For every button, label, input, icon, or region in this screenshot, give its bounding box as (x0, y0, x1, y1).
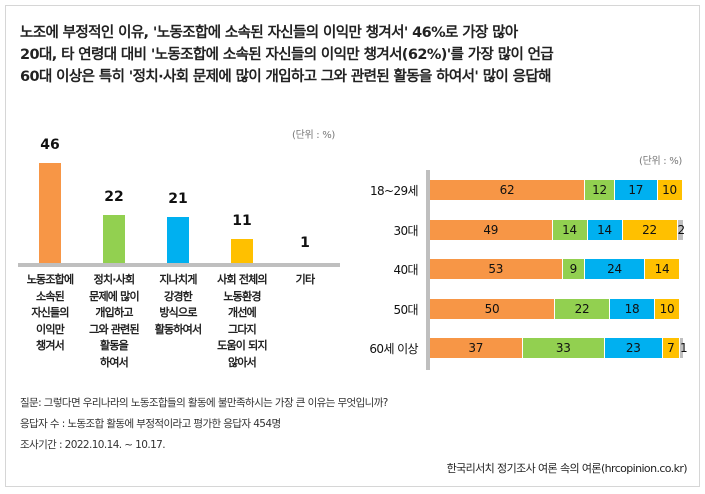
category-label-line: 기타 (295, 273, 315, 286)
category-label: 60세 이상 (369, 342, 418, 356)
data-label: 22 (104, 189, 124, 206)
data-label: 21 (168, 191, 188, 208)
category-label-line: 활동하여서 (154, 322, 202, 336)
headline-line-3: 60대 이상은 특히 '정치·사회 문제에 많이 개입하고 그와 관련된 활동을… (20, 69, 551, 85)
bar-segment: 33 (522, 338, 605, 358)
category-label-line: 하여서 (100, 355, 129, 369)
respondent-count: 응답자 수 : 노동조합 활동에 부정적이라고 평가한 응답자 454명 (20, 418, 281, 430)
category-label-line: 개선에 (228, 306, 257, 319)
bar-segment: 10 (657, 180, 683, 200)
category-label-line: 도움이 되지 (217, 339, 267, 352)
bar-segment: 14 (645, 259, 680, 279)
bar-segment: 18 (610, 299, 655, 319)
category-label-line: 활동을 (100, 339, 129, 352)
bar (39, 163, 61, 263)
category-label-line: 방식으로 (159, 306, 197, 319)
data-label: 46 (40, 137, 60, 153)
bar-segment: 53 (430, 259, 563, 279)
bar-segment: 22 (555, 299, 610, 319)
data-label: 11 (232, 213, 252, 230)
category-label-line: 정치·사회 (93, 273, 135, 286)
category-label-line: 지나치게 (159, 273, 197, 286)
headline: 노조에 부정적인 이유, '노동조합에 소속된 자신들의 이익만 챙겨서' 46… (20, 22, 554, 88)
card-frame (5, 5, 700, 487)
data-label: 1 (300, 234, 310, 251)
bar-segment: 14 (587, 220, 623, 240)
bar-segment: 2 (677, 220, 685, 240)
bar (231, 239, 253, 263)
bar-segment: 24 (585, 259, 645, 279)
category-label: 기타 (273, 272, 337, 289)
x-axis-line (18, 263, 340, 267)
bar-segment: 17 (615, 180, 658, 200)
bar-segment: 22 (622, 220, 678, 240)
bar (103, 215, 125, 263)
right-unit-label: (단위 : %) (639, 156, 683, 167)
bar-segment: 7 (662, 338, 680, 358)
category-label: 18~29세 (369, 184, 419, 198)
bar-segment: 12 (585, 180, 615, 200)
headline-line-1: 노조에 부정적인 이유, '노동조합에 소속된 자신들의 이익만 챙겨서' 46… (20, 25, 518, 41)
category-label: 30대 (393, 224, 418, 238)
bar-segment: 10 (655, 299, 680, 319)
headline-line-2: 20대, 타 연령대 대비 '노동조합에 소속된 자신들의 이익만 챙겨서(62… (20, 47, 554, 63)
category-label-line: 사회 전체의 (217, 273, 267, 286)
bar-segment: 23 (605, 338, 663, 358)
category-label-line: 개입하고 (95, 306, 133, 319)
category-label-line: 그다지 (228, 322, 257, 336)
survey-question: 질문: 그렇다면 우리나라의 노동조합들의 활동에 불만족하시는 가장 큰 이유… (20, 397, 388, 409)
bar-segment: 50 (430, 299, 555, 319)
category-label: 40대 (393, 263, 418, 277)
bar-segment: 1 (680, 338, 688, 358)
survey-period: 조사기간 : 2022.10.14. ~ 10.17. (20, 439, 166, 451)
age-stacked-bar-chart: (단위 : %) 18~29세 62 12 17 10 30대 49 14 14 22 2 40대 53… (360, 150, 705, 380)
category-label-line: 그와 관련된 (89, 322, 139, 336)
bar-segment: 62 (430, 180, 585, 200)
y-axis-line (426, 170, 430, 370)
bar-segment: 49 (430, 220, 553, 240)
category-label-line: 이익만 (36, 322, 65, 336)
bar-segment: 37 (430, 338, 523, 358)
category-label-line: 노동조합에 (26, 273, 74, 286)
category-label-line: 강경한 (164, 289, 193, 303)
bar-segment: 14 (552, 220, 588, 240)
bar (167, 217, 189, 263)
category-label: 50대 (393, 303, 418, 317)
bar-segment: 9 (562, 259, 585, 279)
category-label-line: 않아서 (228, 355, 257, 369)
source-credit: 한국리서치 정기조사 여론 속의 여론(hrcopinion.co.kr) (446, 462, 688, 475)
category-label-line: 자신들의 (31, 306, 69, 319)
category-label-line: 소속된 (36, 289, 65, 303)
left-unit-label: (단위 : %) (292, 130, 336, 141)
category-label-line: 노동환경 (223, 289, 261, 303)
category-label-line: 챙겨서 (36, 339, 65, 352)
category-label-line: 문제에 많이 (89, 289, 139, 303)
